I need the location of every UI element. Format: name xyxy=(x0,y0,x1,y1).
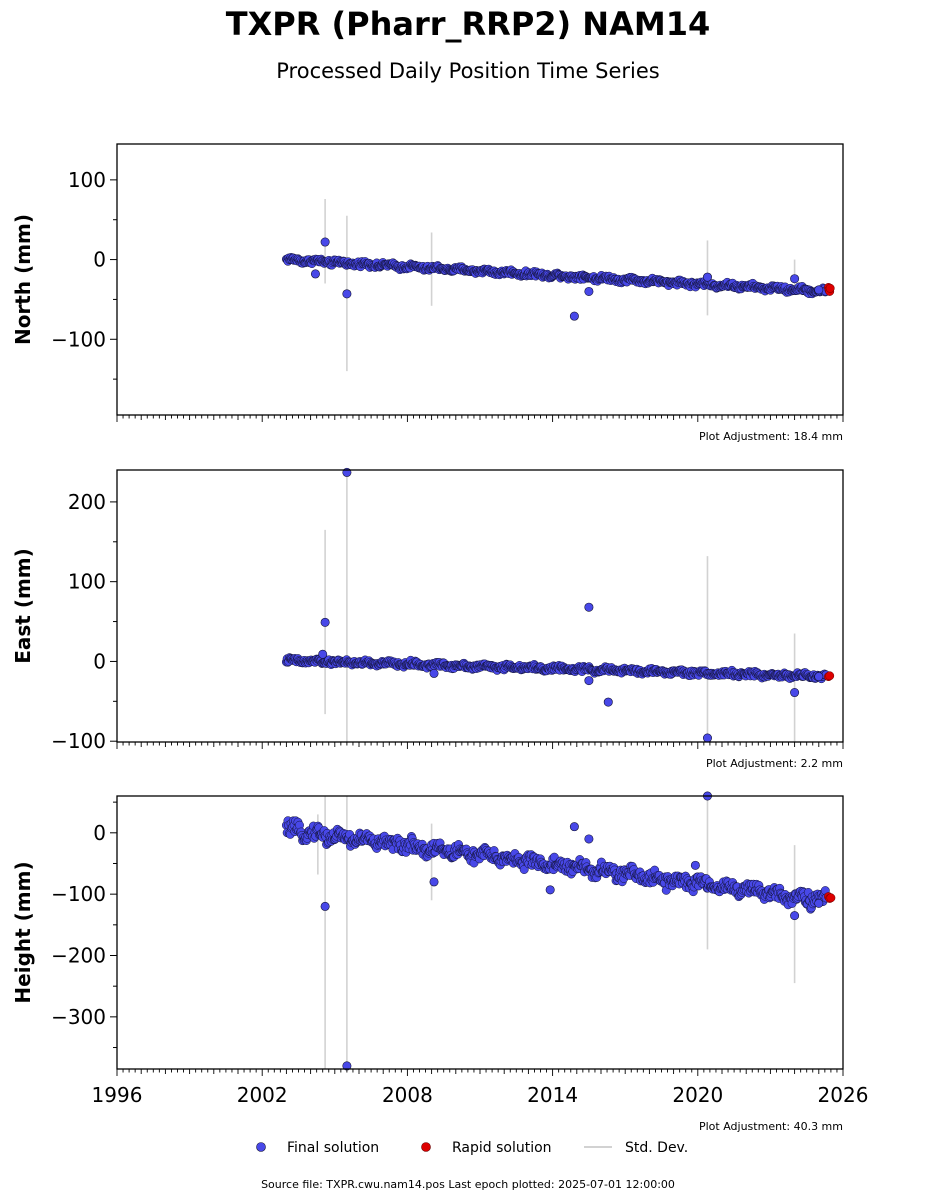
legend-rapid-marker xyxy=(421,1142,431,1152)
y-axis-label: East (mm) xyxy=(11,548,35,664)
rapid-point xyxy=(826,893,836,903)
plot-adjustment-note: Plot Adjustment: 40.3 mm xyxy=(699,1120,843,1133)
final-outlier-point xyxy=(584,834,594,844)
final-outlier-point xyxy=(318,649,328,659)
page-title: TXPR (Pharr_RRP2) NAM14 xyxy=(226,5,710,43)
x-tick-label: 2020 xyxy=(672,1083,723,1107)
legend-stddev-label: Std. Dev. xyxy=(625,1140,688,1156)
x-tick-label: 2026 xyxy=(818,1083,869,1107)
final-outlier-point xyxy=(569,311,579,321)
final-outlier-point xyxy=(814,672,824,682)
y-tick-label: 0 xyxy=(93,821,106,845)
final-outlier-point xyxy=(429,877,439,887)
x-tick-label: 2008 xyxy=(382,1083,433,1107)
final-outlier-point xyxy=(690,860,700,870)
y-tick-label: 100 xyxy=(68,168,106,192)
panel-height: 0 −100 −200 −300 1996 2002 2008 2014 2020 2026 Hei… xyxy=(11,791,869,1133)
source-note: Source file: TXPR.cwu.nam14.pos Last epo… xyxy=(261,1178,675,1191)
final-outlier-point xyxy=(790,274,800,284)
final-solution-series xyxy=(281,816,831,914)
legend-rapid-label: Rapid solution xyxy=(452,1140,552,1156)
y-tick-label: −100 xyxy=(51,729,106,753)
y-tick-label: 0 xyxy=(93,649,106,673)
legend-final-label: Final solution xyxy=(287,1140,379,1156)
y-tick-label: 200 xyxy=(68,490,106,514)
final-outlier-point xyxy=(702,272,712,282)
y-tick-label: 0 xyxy=(93,248,106,272)
final-outlier-point xyxy=(790,688,800,698)
y-tick-label: −100 xyxy=(51,882,106,906)
final-outlier-point xyxy=(320,901,330,911)
legend: Final solution Rapid solution Std. Dev. xyxy=(256,1140,688,1156)
panel-east: 200 100 0 −100 East (mm) Plot Adjustment: 2.2… xyxy=(11,467,844,770)
final-outlier-point xyxy=(584,286,594,296)
final-outlier-point xyxy=(320,617,330,627)
plot-frame xyxy=(116,469,844,743)
final-solution-series xyxy=(281,253,831,299)
y-axis-label: North (mm) xyxy=(11,214,35,345)
y-axis-label: Height (mm) xyxy=(11,861,35,1003)
final-outlier-point xyxy=(429,668,439,678)
final-outlier-point xyxy=(342,289,352,299)
final-solution-series xyxy=(281,653,831,684)
final-outlier-point xyxy=(702,733,712,743)
final-outlier-point xyxy=(320,237,330,247)
plot-adjustment-note: Plot Adjustment: 18.4 mm xyxy=(699,430,843,443)
panels: 100 0 −100 North (mm) Plot Adjustment: 18.4 … xyxy=(11,143,869,1133)
final-outlier-point xyxy=(584,602,594,612)
final-outlier-point xyxy=(814,898,824,908)
panel-north: 100 0 −100 North (mm) Plot Adjustment: 18.4 … xyxy=(11,143,844,443)
rapid-point xyxy=(825,283,835,293)
x-tick-label: 2014 xyxy=(527,1083,578,1107)
plot-frame xyxy=(116,795,844,1070)
x-tick-label: 1996 xyxy=(92,1083,143,1107)
final-outlier-point xyxy=(310,269,320,279)
page-subtitle: Processed Daily Position Time Series xyxy=(276,59,660,83)
final-outlier-point xyxy=(545,885,555,895)
final-outlier-point xyxy=(814,285,824,295)
y-tick-label: −200 xyxy=(51,944,106,968)
rapid-point xyxy=(825,671,835,681)
plot-adjustment-note: Plot Adjustment: 2.2 mm xyxy=(706,757,843,770)
final-outlier-point xyxy=(584,676,594,686)
y-tick-label: −100 xyxy=(51,327,106,351)
legend-final-marker xyxy=(256,1142,266,1152)
final-outlier-point xyxy=(790,911,800,921)
final-outlier-point xyxy=(569,822,579,832)
x-tick-label: 2002 xyxy=(237,1083,288,1107)
final-outlier-point xyxy=(603,697,613,707)
y-tick-label: 100 xyxy=(68,570,106,594)
y-tick-label: −300 xyxy=(51,1005,106,1029)
